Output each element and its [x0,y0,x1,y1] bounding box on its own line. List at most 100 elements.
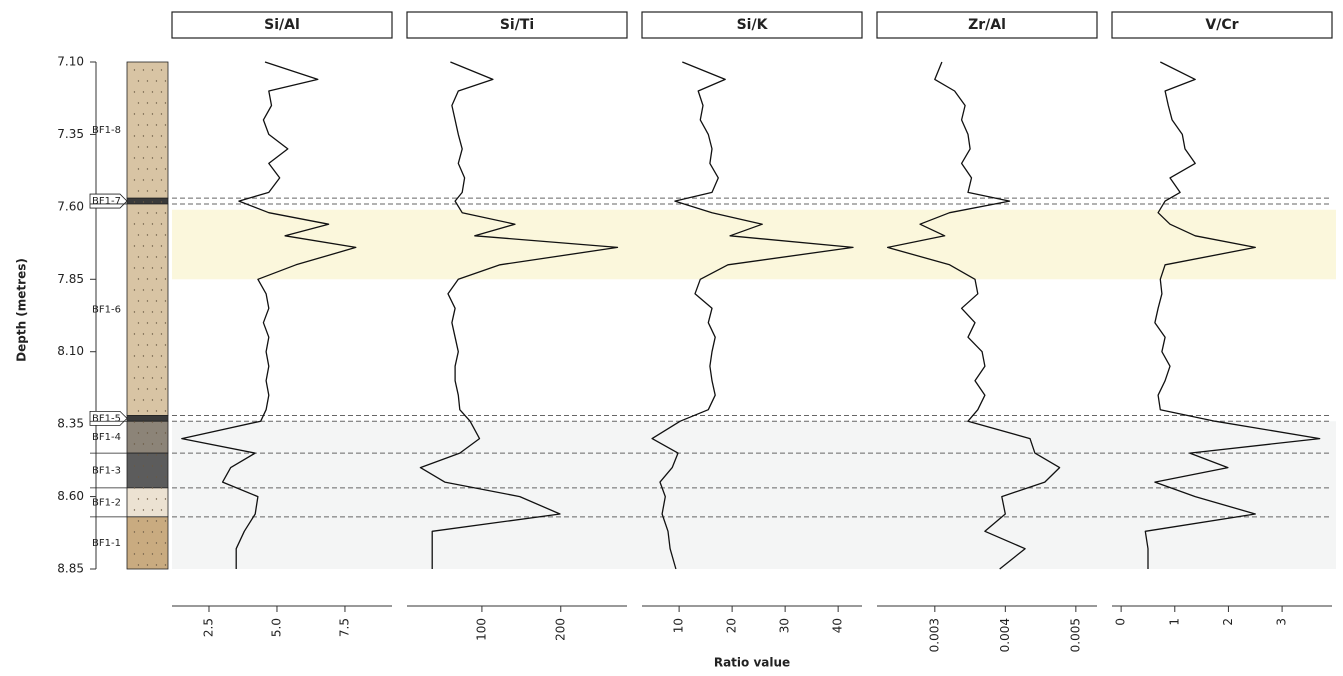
texture-dot [161,289,162,290]
texture-dot [152,553,153,554]
texture-dot [152,531,153,532]
texture-dot [152,135,153,136]
x-tick-label: 0.005 [1068,618,1082,652]
texture-dot [147,476,148,477]
texture-dot [156,168,157,169]
texture-dot [134,179,135,180]
texture-dot [156,278,157,279]
x-tick-label: 3 [1275,618,1289,626]
texture-dot [156,322,157,323]
texture-dot [134,421,135,422]
unit-label: BF1-7 [92,196,121,207]
texture-dot [156,366,157,367]
texture-dot [138,498,139,499]
x-tick-label: 0.003 [927,618,941,652]
texture-dot [147,212,148,213]
unit-label: BF1-8 [92,125,121,136]
texture-dot [134,201,135,202]
texture-dot [138,410,139,411]
x-tick-label: 2 [1221,618,1235,626]
x-tick-label: 30 [778,618,792,633]
texture-dot [147,344,148,345]
unit-label: BF1-3 [92,465,121,476]
texture-dot [138,190,139,191]
texture-dot [147,388,148,389]
y-tick-label: 8.60 [57,489,84,503]
texture-dot [134,113,135,114]
panel-title: Si/Al [264,17,300,33]
texture-dot [161,399,162,400]
texture-dot [161,443,162,444]
texture-dot [134,69,135,70]
texture-dot [138,168,139,169]
x-tick-label: 7.5 [337,618,351,637]
texture-dot [165,366,166,367]
shaded-band [172,210,1336,280]
y-tick-label: 8.85 [57,562,84,576]
texture-dot [165,344,166,345]
texture-dot [138,432,139,433]
texture-dot [165,520,166,521]
texture-dot [147,454,148,455]
texture-dot [134,377,135,378]
texture-dot [152,157,153,158]
texture-dot [143,135,144,136]
texture-dot [134,311,135,312]
texture-dot [165,80,166,81]
texture-dot [165,146,166,147]
texture-dot [156,410,157,411]
texture-dot [156,432,157,433]
texture-dot [138,344,139,345]
texture-dot [134,509,135,510]
lithology-unit [127,488,168,517]
texture-dot [152,333,153,334]
texture-dot [161,91,162,92]
texture-dot [147,564,148,565]
texture-dot [134,223,135,224]
lithology-unit [127,415,168,421]
texture-dot [165,410,166,411]
texture-dot [165,476,166,477]
texture-dot [143,223,144,224]
texture-dot [134,399,135,400]
texture-dot [152,311,153,312]
chart: Depth (metres) Ratio value 7.107.357.607… [0,0,1343,672]
texture-dot [156,454,157,455]
texture-dot [161,69,162,70]
texture-dot [147,168,148,169]
texture-dot [147,102,148,103]
texture-dot [143,443,144,444]
texture-dot [156,146,157,147]
texture-dot [152,377,153,378]
texture-dot [152,245,153,246]
texture-dot [138,520,139,521]
texture-dot [165,234,166,235]
texture-dot [134,443,135,444]
texture-dot [161,135,162,136]
texture-dot [156,102,157,103]
texture-dot [147,80,148,81]
texture-dot [143,113,144,114]
panel-title: Zr/Al [968,17,1006,33]
unit-label: BF1-6 [92,305,121,316]
texture-dot [156,564,157,565]
texture-dot [143,355,144,356]
texture-dot [161,179,162,180]
texture-dot [143,399,144,400]
texture-dot [134,487,135,488]
lithology-unit [127,421,168,453]
texture-dot [147,366,148,367]
y-tick-label: 7.35 [57,127,84,141]
texture-dot [156,256,157,257]
texture-dot [152,399,153,400]
texture-dot [147,542,148,543]
texture-dot [138,476,139,477]
texture-dot [161,157,162,158]
texture-dot [143,201,144,202]
texture-dot [143,267,144,268]
texture-dot [152,267,153,268]
texture-dot [143,333,144,334]
texture-dot [161,465,162,466]
texture-dot [161,531,162,532]
texture-dot [165,498,166,499]
